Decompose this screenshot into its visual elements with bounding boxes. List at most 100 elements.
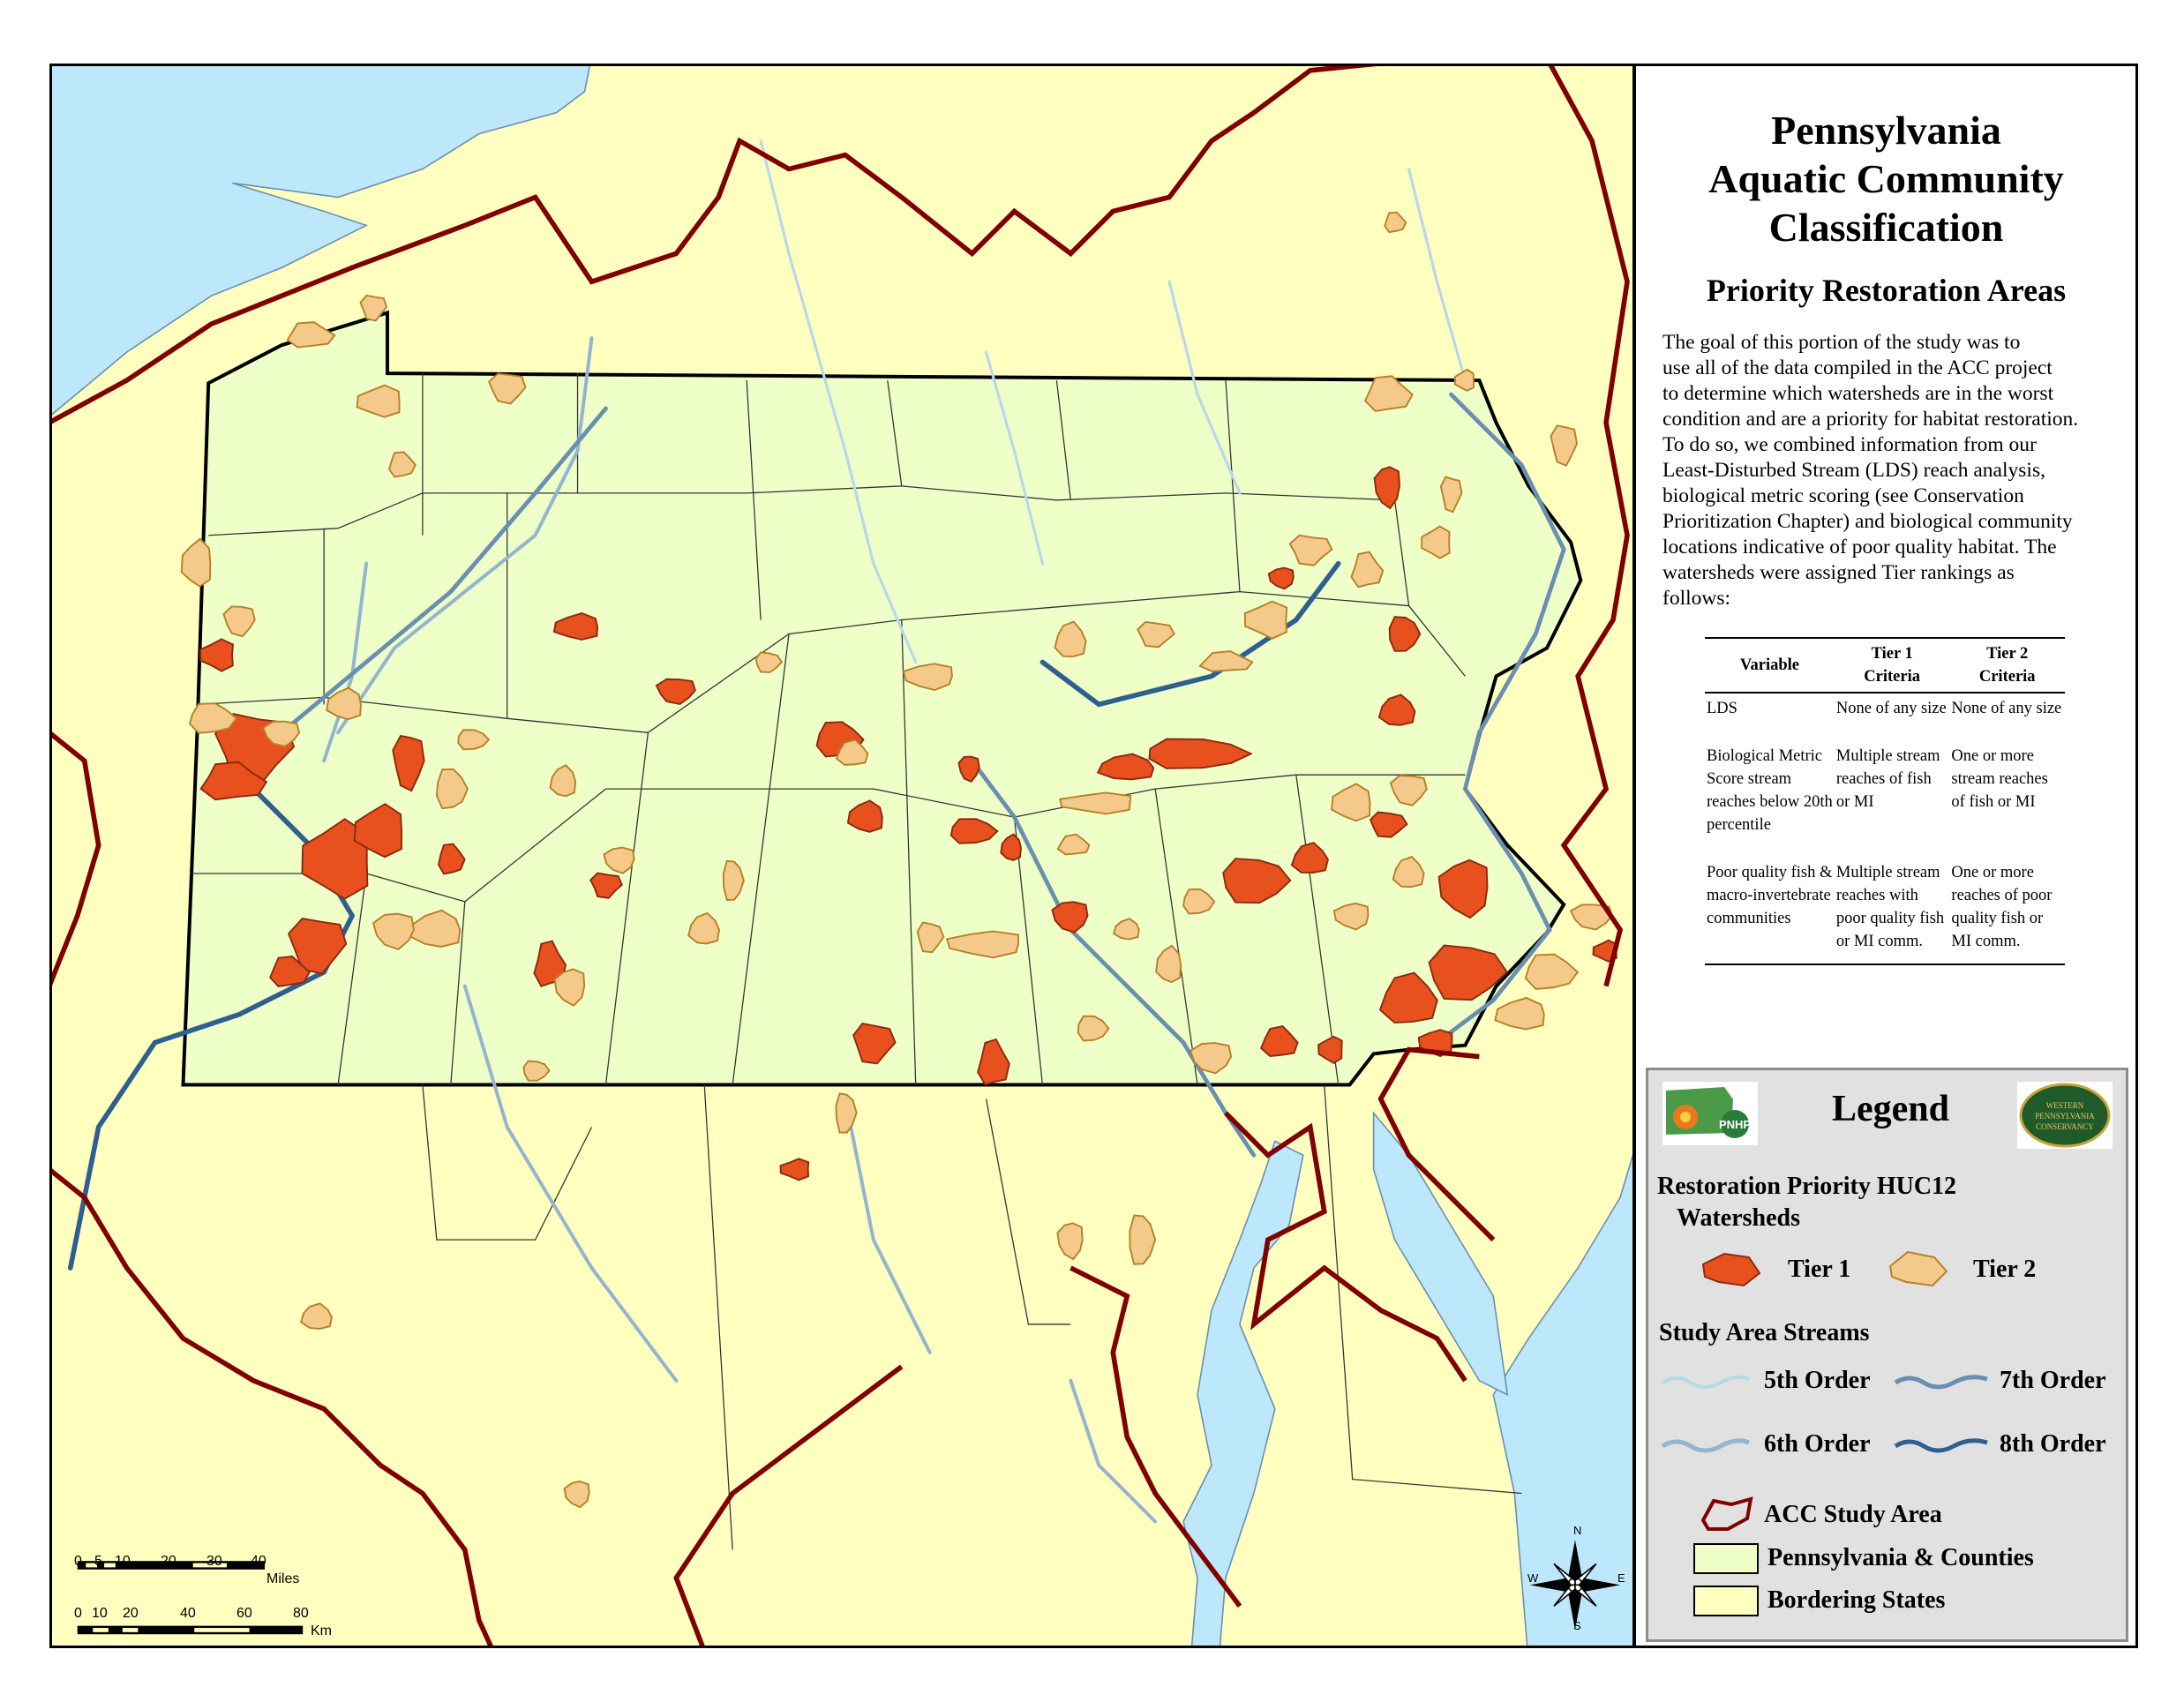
tier2-watershed[interactable] <box>603 846 635 874</box>
tier1-watershed[interactable] <box>1051 901 1089 933</box>
tier2-watershed[interactable] <box>754 651 784 673</box>
tier2-watershed[interactable] <box>1494 996 1545 1031</box>
tier1-watershed[interactable] <box>1437 858 1489 919</box>
tier2-watershed[interactable] <box>435 768 469 810</box>
tier2-watershed[interactable] <box>553 968 586 1007</box>
tier2-watershed[interactable] <box>1077 1015 1110 1042</box>
tier2-watershed[interactable] <box>549 764 577 798</box>
table-row: Biological Metric Score stream reaches b… <box>1705 741 2065 858</box>
tier2-watershed[interactable] <box>1198 650 1254 672</box>
tier1-watershed[interactable] <box>199 761 268 801</box>
tier2-watershed[interactable] <box>1363 375 1414 412</box>
tier2-watershed[interactable] <box>1056 833 1091 856</box>
order8-label: 8th Order <box>2000 1430 2106 1458</box>
tier2-watershed[interactable] <box>372 912 416 950</box>
tier1-watershed[interactable] <box>1373 466 1400 510</box>
tier2-watershed[interactable] <box>835 739 869 766</box>
tier1-watershed[interactable] <box>1000 833 1022 861</box>
tier1-watershed[interactable] <box>199 638 235 672</box>
tier2-watershed[interactable] <box>1421 525 1451 559</box>
tier1-watershed[interactable] <box>1148 738 1254 769</box>
tier1-watershed[interactable] <box>1267 566 1295 590</box>
tier2-watershed[interactable] <box>1054 620 1087 658</box>
tick: 30 <box>206 1554 222 1569</box>
tier2-watershed[interactable] <box>262 720 301 747</box>
tier2-watershed[interactable] <box>522 1060 551 1082</box>
tier2-watershed[interactable] <box>1137 620 1176 649</box>
tier2-watershed[interactable] <box>722 859 745 902</box>
tier1-watershed[interactable] <box>779 1158 810 1181</box>
tier2-watershed[interactable] <box>388 451 417 478</box>
description-line: watersheds were assigned Tier rankings a… <box>1662 561 2015 584</box>
tier2-watershed[interactable] <box>1389 775 1428 806</box>
tier2-watershed[interactable] <box>1189 1042 1233 1075</box>
tier1-watershed[interactable] <box>353 803 403 858</box>
map-title: Pennsylvania Aquatic Community Classific… <box>1641 106 2131 251</box>
tier2-watershed[interactable] <box>1056 1222 1084 1261</box>
map-area[interactable] <box>52 66 1634 1646</box>
tier1-watershed[interactable] <box>437 843 466 875</box>
tier2-label: Tier 2 <box>1973 1256 2037 1283</box>
tier2-watershed[interactable] <box>286 321 336 349</box>
tier1-watershed[interactable] <box>852 1022 897 1065</box>
tier2-watershed[interactable] <box>1182 888 1216 915</box>
tier1-watershed[interactable] <box>949 818 999 844</box>
tier2-watershed[interactable] <box>1155 944 1182 984</box>
tier1-watershed[interactable] <box>977 1038 1010 1086</box>
pennsylvania[interactable] <box>181 310 1583 1087</box>
tier1-watershed[interactable] <box>287 918 348 975</box>
tier1-watershed[interactable] <box>1388 616 1422 652</box>
tier2-watershed[interactable] <box>1113 918 1140 941</box>
tier2-watershed[interactable] <box>326 686 362 721</box>
tier1-watershed[interactable] <box>957 755 980 784</box>
tier1-watershed[interactable] <box>1369 811 1408 838</box>
title-line: Aquatic Community <box>1708 156 2064 201</box>
tier2-watershed[interactable] <box>1384 211 1407 234</box>
streams <box>67 139 1566 1524</box>
tier2-watershed[interactable] <box>300 1302 333 1331</box>
tier2-watershed[interactable] <box>1550 424 1579 467</box>
tier2-watershed[interactable] <box>1243 600 1288 640</box>
tier2-watershed[interactable] <box>1392 856 1425 888</box>
atlantic-ocean <box>1492 1148 1634 1646</box>
tier1-watershed[interactable] <box>846 799 883 833</box>
tier2-watershed[interactable] <box>356 384 401 418</box>
tier2-watershed[interactable] <box>902 663 953 692</box>
tier1-watershed[interactable] <box>1428 944 1509 1001</box>
tier1-watershed[interactable] <box>1222 858 1292 904</box>
tier2-watershed[interactable] <box>1059 791 1132 815</box>
tier1-watershed[interactable] <box>1290 842 1329 873</box>
tier2-watershed[interactable] <box>1129 1214 1157 1265</box>
tier2-watershed[interactable] <box>916 921 945 954</box>
description-line: condition and are a priority for habitat… <box>1662 408 2079 431</box>
tier1-watershed[interactable] <box>1096 753 1155 781</box>
tier1-watershed[interactable] <box>1378 971 1438 1024</box>
tier2-watershed[interactable] <box>1439 476 1463 514</box>
tier2-watershed[interactable] <box>180 537 212 588</box>
tier2-watershed[interactable] <box>1350 551 1385 589</box>
tick: 0 <box>74 1606 82 1621</box>
tier2-watershed[interactable] <box>687 911 720 945</box>
tier1-watershed[interactable] <box>269 956 311 988</box>
tier2-watershed[interactable] <box>487 372 527 405</box>
tier2-watershed[interactable] <box>1453 368 1475 392</box>
tier2-watershed[interactable] <box>1332 902 1370 931</box>
tier2-watershed[interactable] <box>222 605 256 638</box>
tier2-watershed[interactable] <box>188 702 238 734</box>
tier2-watershed[interactable] <box>359 294 388 322</box>
tier1-watershed[interactable] <box>1377 694 1416 726</box>
tier1-watershed[interactable] <box>655 678 696 706</box>
tier2-watershed[interactable] <box>1524 953 1580 990</box>
tier1-watershed[interactable] <box>589 872 623 899</box>
tier2-watershed[interactable] <box>1288 534 1333 566</box>
tier2-watershed[interactable] <box>563 1480 590 1509</box>
tier2-watershed[interactable] <box>945 930 1020 959</box>
tier2-watershed[interactable] <box>835 1092 858 1134</box>
order8-swatch <box>1894 1438 1988 1453</box>
tier1-watershed[interactable] <box>1259 1025 1299 1058</box>
tier1-watershed[interactable] <box>1317 1035 1343 1065</box>
tier2-watershed[interactable] <box>457 729 491 751</box>
tier1-watershed[interactable] <box>552 612 599 641</box>
tier1-watershed[interactable] <box>392 734 425 792</box>
tier2-watershed[interactable] <box>1331 783 1371 822</box>
